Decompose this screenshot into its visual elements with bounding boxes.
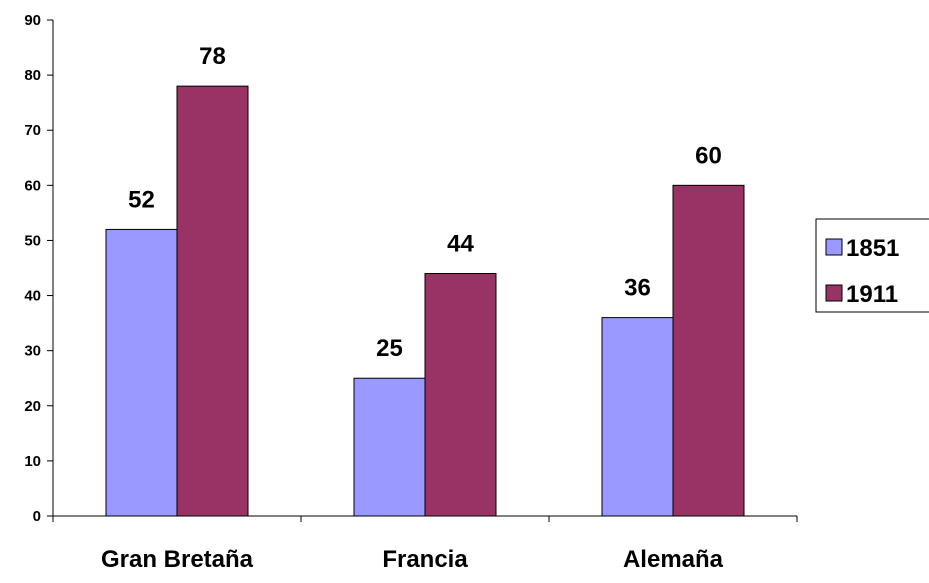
- data-label: 25: [376, 335, 403, 362]
- y-tick-label: 10: [24, 453, 41, 470]
- legend-label: 1851: [846, 235, 899, 262]
- bar-1911-2: [672, 184, 745, 517]
- y-tick-label: 20: [24, 398, 41, 415]
- data-label: 60: [695, 142, 722, 169]
- legend-swatch: [825, 284, 843, 302]
- y-tick-label: 90: [24, 12, 41, 29]
- bar-1911-1: [424, 273, 497, 517]
- y-tick-label: 60: [24, 177, 41, 194]
- x-category-label: Gran Bretaña: [101, 546, 254, 573]
- legend: 1851 1911: [815, 218, 929, 313]
- y-axis: 0 10 20 30 40 50 60 70 80 90: [24, 12, 54, 525]
- legend-swatch: [825, 238, 843, 256]
- bar-1851-0: [105, 228, 178, 517]
- y-tick-label: 50: [24, 232, 41, 249]
- data-label: 78: [199, 43, 226, 70]
- y-tick-label: 30: [24, 343, 41, 360]
- x-category-label: Francia: [382, 546, 468, 573]
- y-tick-label: 80: [24, 67, 41, 84]
- bar-1851-1: [353, 377, 426, 517]
- data-label: 52: [128, 186, 155, 213]
- y-tick-label: 0: [33, 508, 41, 525]
- y-tick-label: 70: [24, 122, 41, 139]
- bar-1911-0: [176, 85, 249, 517]
- x-axis: Gran Bretaña Francia Alemaña: [52, 515, 798, 573]
- bars-group: [105, 85, 745, 517]
- data-label: 36: [624, 275, 651, 302]
- data-labels-group: 52 78 25 44 36 60: [128, 43, 722, 362]
- x-category-label: Alemaña: [623, 546, 724, 573]
- legend-label: 1911: [846, 281, 898, 308]
- bar-1851-2: [601, 317, 674, 517]
- y-tick-label: 40: [24, 288, 41, 305]
- data-label: 44: [447, 231, 474, 258]
